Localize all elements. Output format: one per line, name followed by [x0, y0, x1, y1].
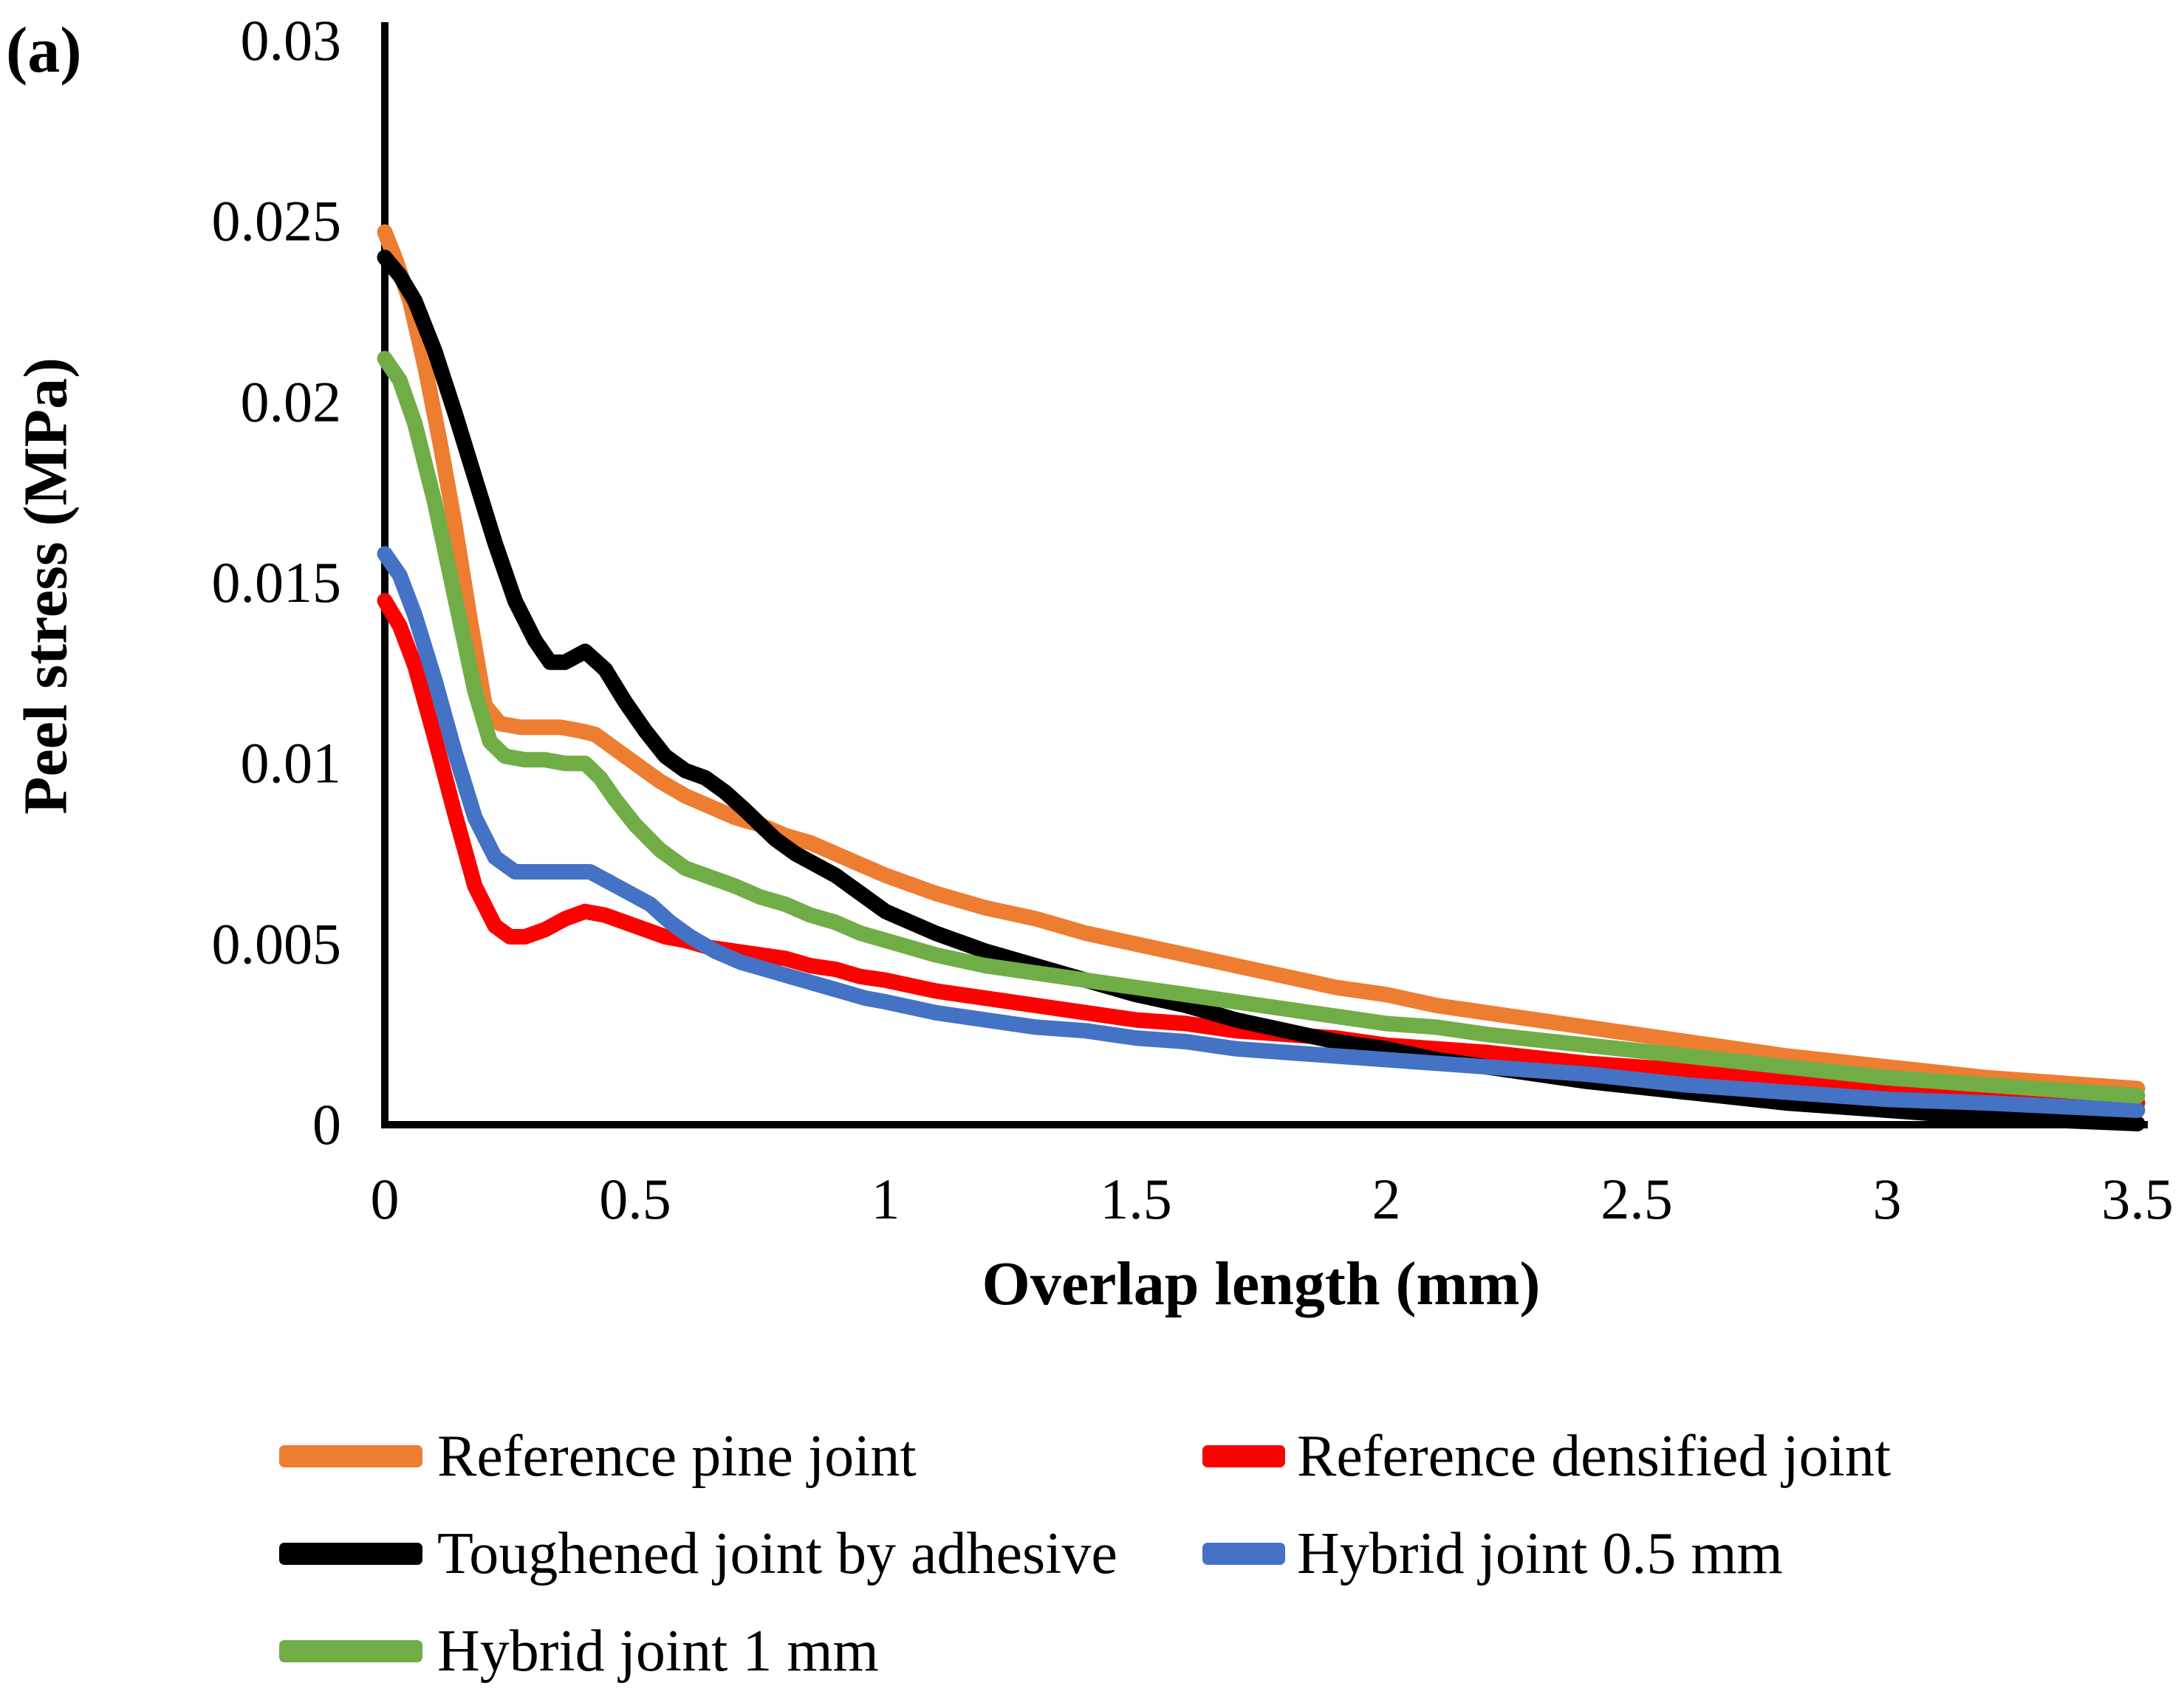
- x-tick-label-1.5: 1.5: [1100, 1167, 1172, 1231]
- legend-key-reference-pine-joint: [279, 1445, 422, 1467]
- x-tick-label-3: 3: [1873, 1167, 1902, 1231]
- y-tick-label-0: 0: [312, 1092, 341, 1156]
- x-tick-label-3.5: 3.5: [2101, 1167, 2174, 1231]
- series-line-reference-densified-joint: [377, 593, 2146, 1111]
- x-tick-label-0.5: 0.5: [599, 1167, 671, 1231]
- y-tick-label-0.03: 0.03: [241, 8, 342, 72]
- x-tick-label-1: 1: [872, 1167, 900, 1231]
- y-tick-label-0.01: 0.01: [241, 731, 342, 795]
- series-line-hybrid-joint-1-mm: [377, 351, 2146, 1104]
- y-tick-label-0.025: 0.025: [212, 189, 342, 253]
- series-line-hybrid-joint-0-5-mm: [377, 546, 2146, 1118]
- legend-key-hybrid-joint-1-mm: [279, 1640, 422, 1662]
- x-tick-label-2: 2: [1372, 1167, 1401, 1231]
- series-line-reference-pine-joint: [377, 224, 2146, 1097]
- y-tick-label-0.02: 0.02: [241, 369, 342, 433]
- legend-label-toughened-joint-by-adhesive: Toughened joint by adhesive: [437, 1521, 1117, 1586]
- legend-label-hybrid-joint-0-5-mm: Hybrid joint 0.5 mm: [1297, 1521, 1783, 1586]
- y-tick-label-0.005: 0.005: [212, 911, 342, 976]
- legend-label-reference-densified-joint: Reference densified joint: [1297, 1424, 1892, 1489]
- legend-key-hybrid-joint-0-5-mm: [1202, 1543, 1285, 1565]
- legend-label-hybrid-joint-1-mm: Hybrid joint 1 mm: [437, 1619, 879, 1684]
- series-line-toughened-joint-by-adhesive: [377, 250, 2146, 1131]
- y-tick-label-0.015: 0.015: [212, 550, 342, 614]
- legend-key-toughened-joint-by-adhesive: [279, 1543, 422, 1565]
- legend-key-reference-densified-joint: [1202, 1445, 1285, 1467]
- x-tick-label-0: 0: [371, 1167, 400, 1231]
- x-tick-label-2.5: 2.5: [1601, 1167, 1673, 1231]
- x-axis-title: Overlap length (mm): [982, 1250, 1541, 1318]
- panel-label: (a): [6, 15, 82, 86]
- legend-label-reference-pine-joint: Reference pine joint: [437, 1424, 917, 1489]
